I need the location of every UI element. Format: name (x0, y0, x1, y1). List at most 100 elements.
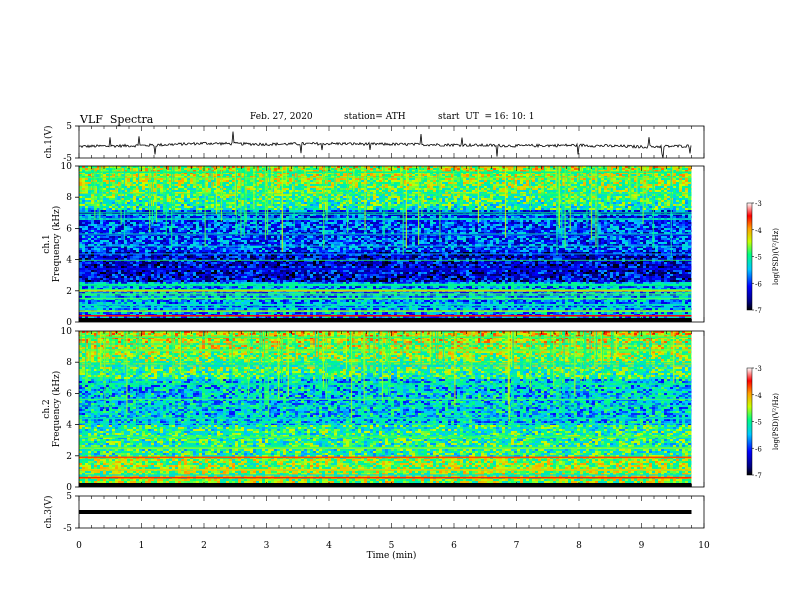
spectrogram-cell (616, 182, 619, 184)
spectrogram-cell (634, 200, 637, 202)
spectrogram-cell (532, 210, 535, 212)
spectrogram-cell (598, 184, 601, 186)
spectrogram-cell (307, 192, 310, 194)
spectrogram-cell (421, 198, 424, 200)
spectrogram-cell (553, 202, 556, 204)
spectrogram-cell (520, 204, 523, 206)
spectrogram-cell (187, 210, 190, 212)
spectrogram-cell (97, 186, 100, 188)
spectrogram-cell (526, 204, 529, 206)
spectrogram-cell (136, 174, 139, 176)
spectrogram-cell (370, 184, 373, 186)
spectrogram-cell (412, 190, 415, 192)
spectrogram-cell (370, 168, 373, 170)
spectrogram-cell (379, 200, 382, 202)
spectrogram-cell (541, 174, 544, 176)
spectrogram-cell (541, 194, 544, 196)
spectrogram-cell (370, 190, 373, 192)
spectrogram-cell (283, 200, 286, 202)
spectrogram-cell (394, 208, 397, 210)
spectrogram-cell (319, 190, 322, 192)
spectrogram-cell (643, 192, 646, 194)
spectrogram-cell (100, 202, 103, 204)
spectrogram-cell (250, 200, 253, 202)
spectrogram-cell (139, 190, 142, 192)
spectrogram-cell (241, 166, 244, 168)
spectrogram-cell (445, 180, 448, 182)
spectrogram-cell (82, 196, 85, 198)
spectrogram-cell (565, 208, 568, 210)
spectrogram-cell (553, 190, 556, 192)
spectrogram-cell (106, 186, 109, 188)
spectrogram-cell (268, 200, 271, 202)
spectrogram-cell (484, 180, 487, 182)
spectrogram-cell (97, 208, 100, 210)
spectrogram-cell (91, 192, 94, 194)
spectrogram-cell (427, 206, 430, 208)
spectrogram-cell (136, 194, 139, 196)
spectrogram-cell (640, 196, 643, 198)
spectrogram-cell (214, 198, 217, 200)
spectrogram-cell (427, 178, 430, 180)
spectrogram-cell (502, 190, 505, 192)
spectrogram-cell (307, 176, 310, 178)
spectrogram-cell (565, 186, 568, 188)
spectrogram-cell (247, 196, 250, 198)
spectrogram-cell (310, 202, 313, 204)
spectrogram-cell (520, 206, 523, 208)
spectrogram-cell (385, 200, 388, 202)
spectrogram-cell (565, 200, 568, 202)
spectrogram-cell (634, 180, 637, 182)
spectrogram-cell (445, 168, 448, 170)
spectrogram-cell (508, 192, 511, 194)
spectrogram-cell (127, 196, 130, 198)
spectrogram-cell (577, 200, 580, 202)
spectrogram-cell (136, 180, 139, 182)
spectrogram-cell (355, 174, 358, 176)
spectrogram-cell (616, 198, 619, 200)
spectrogram-cell (673, 170, 676, 172)
spectrogram-cell (658, 190, 661, 192)
spectrogram-cell (472, 174, 475, 176)
spectrogram-cell (118, 168, 121, 170)
spectrogram-cell (409, 198, 412, 200)
spectrogram-cell (421, 206, 424, 208)
spectrogram-cell (139, 178, 142, 180)
spectrogram-cell (106, 182, 109, 184)
spectrogram-cell (520, 194, 523, 196)
spectrogram-cell (559, 190, 562, 192)
spectrogram-cell (262, 166, 265, 168)
spectrogram-cell (265, 200, 268, 202)
spectrogram-cell (259, 208, 262, 210)
spectrogram-cell (514, 180, 517, 182)
spectrogram-cell (619, 198, 622, 200)
spectrogram-cell (178, 170, 181, 172)
spectrogram-cell (616, 194, 619, 196)
spectrogram-cell (103, 192, 106, 194)
spectrogram-cell (181, 168, 184, 170)
spectrogram-cell (328, 206, 331, 208)
spectrogram-cell (442, 182, 445, 184)
spectrogram-cell (109, 194, 112, 196)
spectrogram-cell (436, 208, 439, 210)
spectrogram-cell (514, 176, 517, 178)
spectrogram-cell (463, 176, 466, 178)
spectrogram-cell (475, 186, 478, 188)
spectrogram-cell (553, 206, 556, 208)
spectrogram-cell (637, 186, 640, 188)
spectrogram-cell (499, 206, 502, 208)
spectrogram-cell (631, 188, 634, 190)
spectrogram-cell (430, 206, 433, 208)
spectrogram-cell (544, 208, 547, 210)
spectrogram-cell (538, 180, 541, 182)
spectrogram-cell (442, 168, 445, 170)
spectrogram-cell (319, 202, 322, 204)
spectrogram-cell (376, 168, 379, 170)
spectrogram-cell (247, 186, 250, 188)
spectrogram-cell (517, 170, 520, 172)
spectrogram-cell (190, 192, 193, 194)
spectrogram-cell (127, 170, 130, 172)
spectrogram-cell (190, 170, 193, 172)
spectrogram-cell (448, 192, 451, 194)
spectrogram-cell (568, 206, 571, 208)
